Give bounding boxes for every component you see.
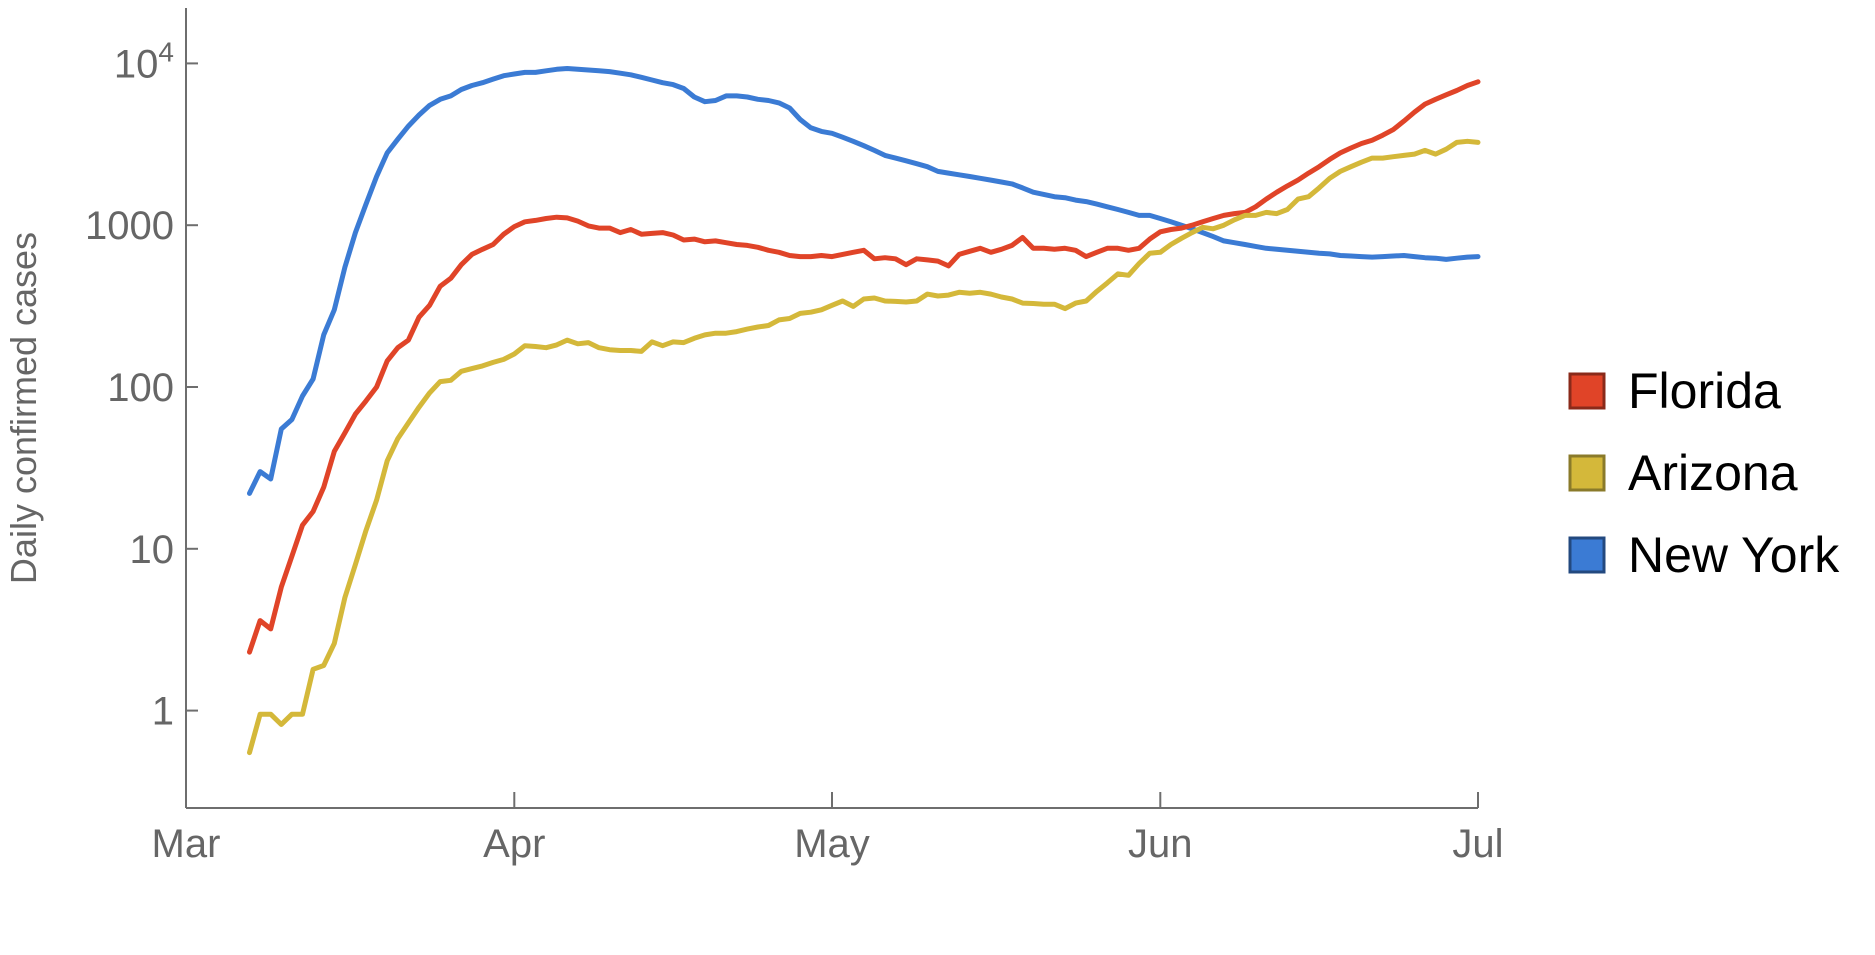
legend-swatch-new-york (1568, 536, 1606, 574)
legend-swatch-florida (1568, 372, 1606, 410)
legend-label-arizona: Arizona (1628, 445, 1798, 501)
legend-swatch-arizona (1568, 454, 1606, 492)
x-tick-label: Jul (1452, 822, 1503, 866)
x-tick-label: Jun (1128, 822, 1193, 866)
series-line-new-york (247, 66, 1481, 496)
y-tick-label: 1000 (85, 204, 174, 248)
legend: Florida Arizona New York (1568, 363, 1840, 583)
y-ticks: 1 10 100 1000 104 (85, 36, 198, 734)
y-tick-label: 10 (130, 528, 175, 572)
y-tick-label: 104 (114, 36, 174, 86)
series-lines (247, 66, 1481, 756)
x-tick-label: Apr (483, 822, 545, 866)
series-line-florida (247, 79, 1481, 655)
x-ticks: Mar Apr May Jun Jul (152, 792, 1504, 866)
y-tick-label: 100 (107, 366, 174, 410)
x-tick-label: May (794, 822, 870, 866)
series-line-arizona (247, 138, 1481, 756)
x-tick-label: Mar (152, 822, 221, 866)
legend-label-florida: Florida (1628, 363, 1781, 419)
axes (185, 8, 1478, 809)
y-tick-label: 1 (152, 690, 174, 734)
legend-label-new-york: New York (1628, 527, 1840, 583)
y-axis-title: Daily confirmed cases (3, 232, 44, 584)
